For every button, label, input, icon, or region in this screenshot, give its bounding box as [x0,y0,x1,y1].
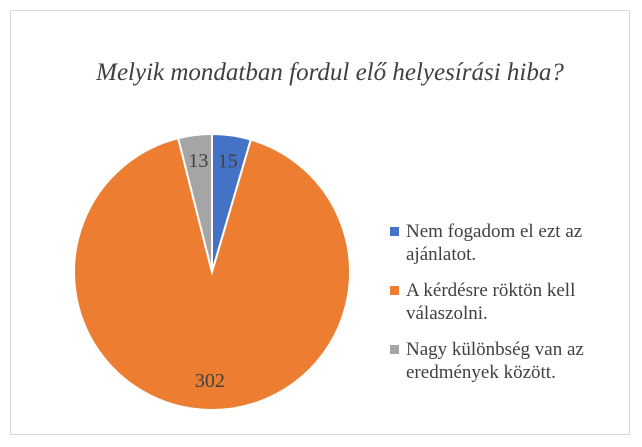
data-label: 13 [188,150,208,172]
legend-swatch [390,345,399,354]
legend-swatch [390,227,399,236]
chart-title: Melyik mondatban fordul elő helyesírási … [96,59,564,86]
chart-frame [10,10,630,435]
legend-item: Nem fogadom el ezt az ajánlatot. [390,220,630,266]
data-label: 302 [195,370,225,392]
pie-slice [176,132,213,273]
legend-item: A kérdésre röktön kell válaszolni. [390,279,630,325]
legend-swatch [390,286,399,295]
legend: Nem fogadom el ezt az ajánlatot. A kérdés… [390,220,630,397]
legend-label: Nagy különbség van az eredmények között. [406,339,584,383]
data-label: 15 [218,150,238,172]
legend-label: Nem fogadom el ezt az ajánlatot. [406,221,583,265]
legend-label: A kérdésre röktön kell válaszolni. [406,280,576,324]
pie-slice [73,136,351,411]
legend-item: Nagy különbség van az eredmények között. [390,338,630,384]
